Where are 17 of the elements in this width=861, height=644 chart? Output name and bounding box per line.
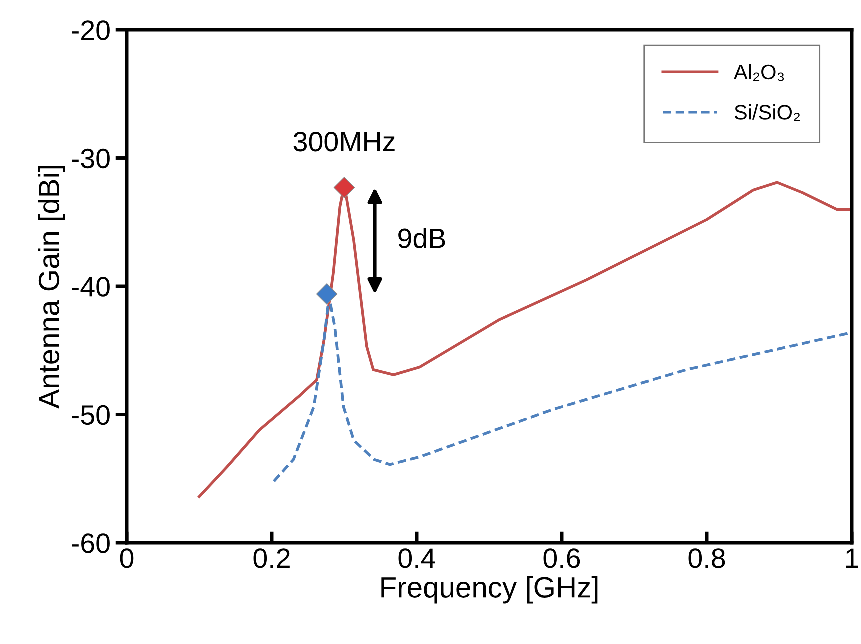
- x-tick-label: 0.6: [544, 548, 580, 568]
- x-tick-label: 0.4: [398, 548, 436, 568]
- annotation: 9dB: [398, 228, 446, 248]
- y-axis-title: Antenna Gain [dBi]: [38, 166, 66, 409]
- legend-label: Si/SiO₂: [734, 104, 800, 122]
- annotation: 300MHz: [294, 132, 395, 152]
- y-tick-label: -30: [72, 148, 110, 169]
- y-tick-label: -40: [72, 277, 110, 297]
- x-tick-label: 0: [120, 548, 134, 568]
- legend-label: Al₂O₃: [734, 64, 784, 82]
- y-tick-label: -20: [72, 20, 110, 40]
- x-tick-label: 1: [846, 548, 858, 568]
- x-tick-label: 0.2: [254, 548, 290, 568]
- y-tick-label: -50: [72, 405, 110, 426]
- y-tick-label: -60: [72, 534, 110, 554]
- x-axis-title: Frequency [GHz]: [382, 576, 598, 604]
- x-tick-label: 0.8: [688, 548, 726, 568]
